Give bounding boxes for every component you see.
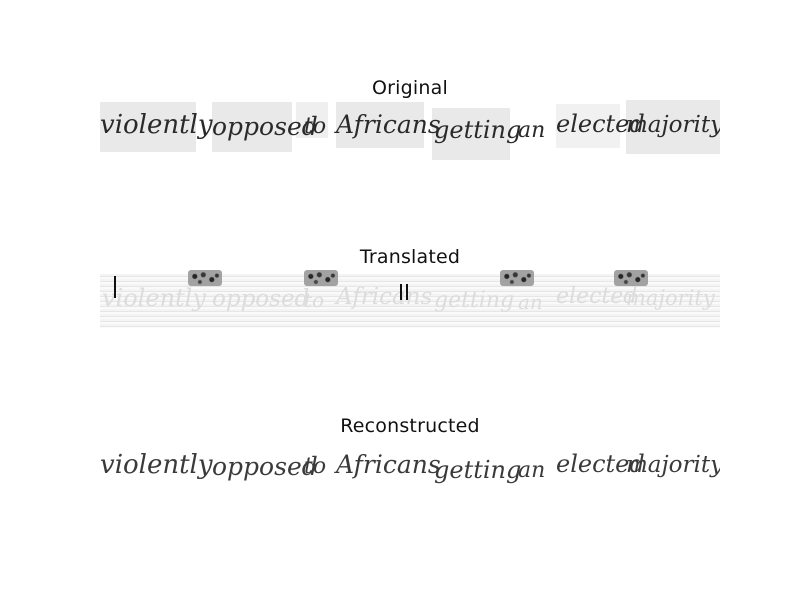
handwritten-word: Africans: [336, 450, 441, 479]
artifact-mark: [114, 276, 116, 298]
handwritten-word: elected: [556, 110, 645, 138]
reconstructed-image: violently opposed to Africans getting an…: [100, 438, 720, 500]
handwritten-word: opposed: [212, 452, 318, 481]
handwritten-word: an: [518, 458, 546, 483]
word-patch: [626, 100, 720, 154]
reconstructed-handwriting: violently opposed to Africans getting an…: [100, 438, 720, 500]
handwritten-word: elected: [556, 450, 645, 478]
handwritten-word: getting: [434, 456, 522, 484]
handwritten-word: majority: [626, 112, 720, 138]
artifact-blob: [304, 270, 338, 286]
word-patch: [212, 102, 292, 152]
ghost-word: elected: [556, 284, 638, 309]
ghost-word: majority: [626, 286, 715, 310]
ghost-word: getting: [434, 288, 515, 313]
artifact-mark: [400, 284, 402, 300]
word-patch: [556, 104, 620, 148]
original-handwriting: violently opposed to Africans getting an…: [100, 100, 720, 160]
handwritten-word: opposed: [212, 112, 318, 141]
handwritten-word: majority: [626, 452, 720, 478]
handwritten-word: violently: [100, 450, 213, 480]
ghost-word: violently: [102, 284, 206, 312]
ghost-word: an: [518, 290, 543, 314]
translated-title: Translated: [359, 246, 461, 268]
word-patch: [336, 102, 424, 148]
handwritten-word: violently: [100, 110, 213, 140]
artifact-mark: [406, 284, 408, 300]
handwritten-word: to: [304, 454, 327, 479]
ghost-word: opposed: [212, 286, 310, 312]
word-patch: [296, 102, 328, 138]
original-image: violently opposed to Africans getting an…: [100, 100, 720, 160]
translated-image: violently opposed to Africans getting an…: [100, 268, 720, 330]
handwritten-word: getting: [434, 116, 522, 144]
handwritten-word: Africans: [336, 110, 441, 139]
artifact-blob: [188, 270, 222, 286]
original-title: Original: [372, 77, 448, 99]
ghost-word: Africans: [336, 284, 433, 310]
word-patch: [100, 102, 196, 152]
artifact-blob: [614, 270, 648, 286]
word-patch: [432, 108, 510, 160]
reconstructed-title: Reconstructed: [340, 415, 480, 437]
ghost-word: to: [304, 288, 325, 312]
artifact-blob: [500, 270, 534, 286]
handwritten-word: to: [304, 114, 327, 139]
handwritten-word: an: [518, 118, 546, 143]
